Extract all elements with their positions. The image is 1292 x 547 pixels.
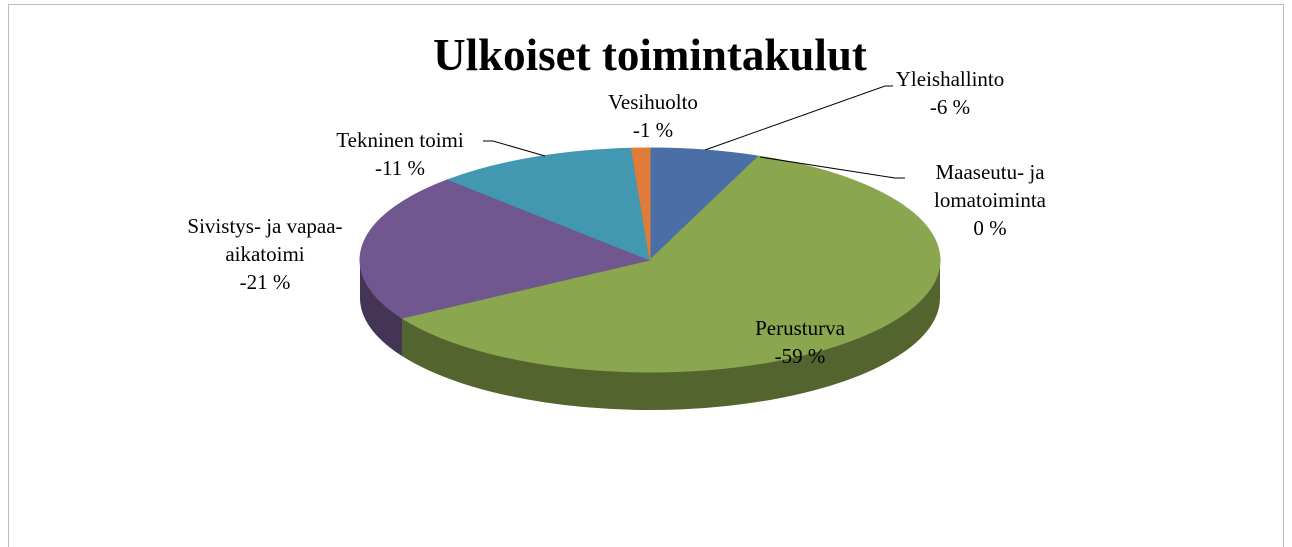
leader-line bbox=[759, 156, 905, 179]
pie-sides bbox=[360, 260, 940, 410]
leader-line bbox=[704, 85, 893, 151]
value-label: -11 % bbox=[375, 156, 425, 180]
pie-slice bbox=[446, 147, 651, 261]
data-label: Tekninen toimi -11 % bbox=[310, 126, 490, 182]
value-label: -1 % bbox=[632, 118, 674, 142]
pie-side bbox=[360, 260, 403, 357]
value-label: 0 % bbox=[973, 216, 1007, 240]
chart-title: Ulkoiset toimintakulut bbox=[433, 30, 867, 80]
leader-lines bbox=[483, 85, 905, 179]
leader-line bbox=[483, 140, 546, 157]
data-label: Vesihuolto -1 % bbox=[583, 88, 723, 144]
value-label: -21 % bbox=[239, 270, 291, 294]
data-label: Perusturva -59 % bbox=[720, 314, 880, 370]
pie-side bbox=[402, 260, 940, 410]
category-label: Sivistys- ja vapaa-aikatoimi bbox=[187, 214, 343, 266]
category-label: Vesihuolto bbox=[608, 90, 698, 114]
value-label: -59 % bbox=[774, 344, 826, 368]
data-label: Yleishallinto -6 % bbox=[870, 65, 1030, 121]
category-label: Tekninen toimi bbox=[336, 128, 464, 152]
pie-slice bbox=[359, 179, 652, 319]
pie-tops bbox=[359, 147, 941, 373]
pie-slice bbox=[630, 147, 651, 261]
pie-slice bbox=[400, 155, 941, 373]
data-label: Maaseutu- ja lomatoiminta 0 % bbox=[910, 158, 1070, 242]
data-label: Sivistys- ja vapaa-aikatoimi -21 % bbox=[160, 212, 370, 296]
value-label: -6 % bbox=[929, 95, 971, 119]
category-label: Maaseutu- ja lomatoiminta bbox=[934, 160, 1046, 212]
category-label: Perusturva bbox=[755, 316, 845, 340]
category-label: Yleishallinto bbox=[895, 67, 1005, 91]
